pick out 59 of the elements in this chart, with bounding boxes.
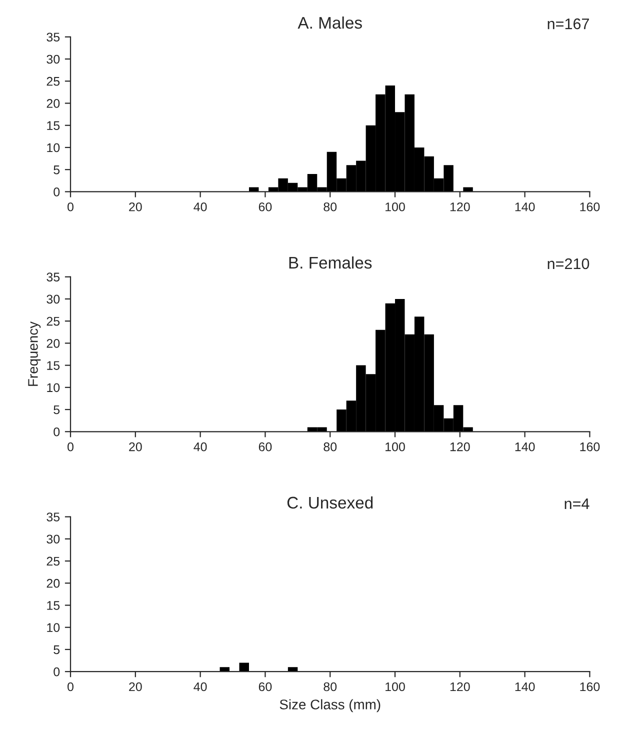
chart-title: B. Females (289, 256, 372, 269)
y-tick-label: 35 (46, 32, 60, 42)
y-tick-label: 0 (54, 188, 60, 196)
y-tick-label: 0 (54, 667, 60, 676)
y-tick-label: 20 (46, 578, 60, 588)
x-tick-label: 100 (386, 202, 405, 212)
x-tick-label: 20 (129, 682, 142, 692)
x-tick-label: 140 (515, 442, 535, 452)
text: n=4 (564, 498, 590, 509)
y-tick-label: 0 (54, 427, 60, 436)
x-tick-label: 100 (386, 442, 405, 452)
x-tick-label: 60 (258, 202, 272, 212)
y-tick-label: 30 (46, 294, 60, 304)
x-tick-label: 120 (450, 682, 470, 692)
y-tick-label: 35 (46, 272, 60, 282)
y-tick-label: 25 (46, 556, 60, 566)
x-tick-label: 120 (450, 442, 470, 452)
y-tick-label: 15 (47, 361, 60, 370)
x-tick-label: 80 (324, 442, 337, 452)
x-tick-label: 160 (580, 442, 600, 452)
x-tick-label: 140 (515, 682, 535, 692)
x-tick-label: 40 (194, 202, 207, 212)
chart-title: A. Males (298, 16, 362, 29)
x-tick-label: 60 (258, 442, 272, 452)
x-tick-label: 20 (129, 202, 142, 212)
y-tick-label: 25 (46, 76, 60, 86)
y-tick-label: 5 (54, 645, 60, 654)
x-tick-label: 20 (129, 442, 142, 452)
y-tick-label: 5 (54, 166, 60, 174)
y-tick-label: 15 (47, 121, 60, 130)
x-tick-label: 80 (324, 682, 337, 692)
y-tick-label: 30 (46, 54, 60, 64)
x-tick-label: 140 (515, 202, 535, 212)
y-tick-label: 20 (46, 338, 60, 348)
x-tick-label: 0 (68, 682, 74, 692)
x-tick-label: 160 (580, 682, 600, 692)
x-tick-label: 160 (580, 202, 600, 212)
y-tick-label: 30 (46, 534, 60, 544)
x-tick-label: 100 (386, 682, 405, 692)
y-tick-label: 25 (46, 316, 60, 326)
y-tick-label: 10 (47, 143, 60, 152)
x-tick-label: 0 (68, 442, 74, 452)
x-tick-label: 40 (194, 682, 207, 692)
y-tick-label: 20 (46, 99, 60, 108)
text: n=167 (548, 18, 589, 30)
y-tick-label: 35 (46, 512, 60, 522)
y-tick-label: 10 (47, 383, 60, 392)
x-tick-label: 60 (258, 682, 272, 692)
chart-title: C. Unsexed (287, 496, 373, 509)
x-axis-title: Size Class (mm) (280, 699, 380, 712)
y-tick-label: 5 (54, 405, 60, 414)
y-axis-title: Frequency (28, 321, 41, 386)
x-tick-label: 0 (68, 202, 74, 212)
y-tick-label: 15 (47, 601, 60, 610)
x-tick-label: 80 (324, 202, 337, 212)
x-tick-label: 40 (194, 442, 207, 452)
text: n=210 (548, 258, 590, 270)
x-tick-label: 120 (450, 202, 470, 212)
y-tick-label: 10 (47, 623, 60, 632)
